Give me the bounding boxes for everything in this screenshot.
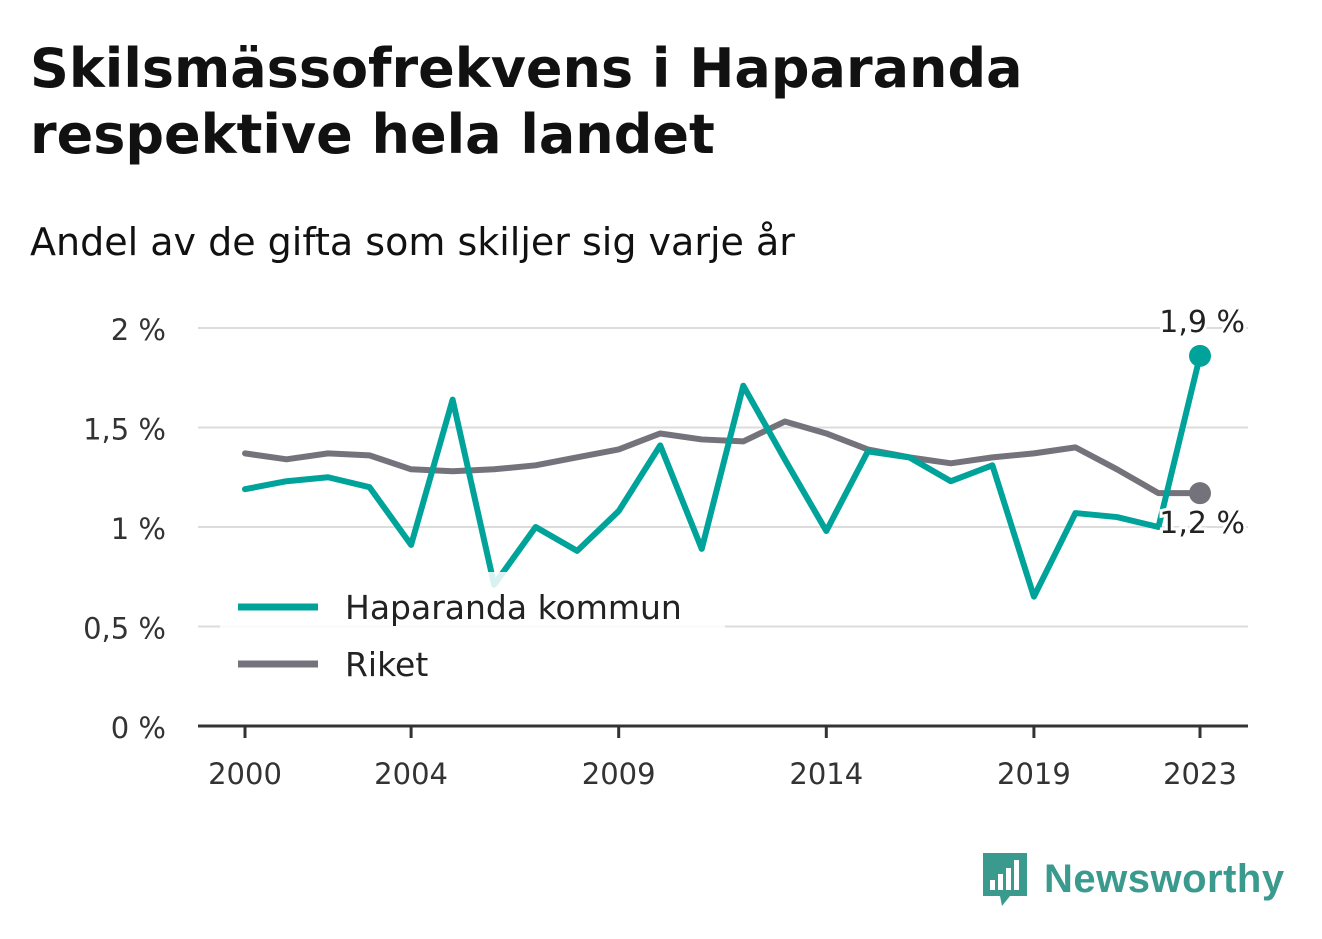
x-tick-label: 2009 (582, 757, 656, 791)
y-tick-label: 0 % (111, 711, 166, 745)
x-tick-label: 2014 (789, 757, 863, 791)
end-value-label: 1,9 % (1159, 305, 1245, 340)
legend-label: Riket (345, 645, 428, 684)
series-line-riket (242, 418, 1203, 497)
x-tick-label: 2019 (997, 757, 1071, 791)
legend-label: Haparanda kommun (345, 588, 682, 627)
y-tick-label: 1,5 % (83, 413, 166, 447)
y-tick-label: 1 % (111, 512, 166, 546)
legend-background (220, 572, 725, 628)
brand-name: Newsworthy (1044, 856, 1285, 901)
bar-chart-logo-icon (983, 853, 1027, 906)
chart-title: Skilsmässofrekvens i Haparanda respektiv… (30, 37, 1023, 166)
chart-subtitle: Andel av de gifta som skiljer sig varje … (30, 220, 795, 264)
x-tick-label: 2023 (1163, 757, 1237, 791)
newsworthy-logo: Newsworthy (980, 850, 1285, 908)
end-point-marker (1189, 344, 1211, 367)
series-line-haparanda (242, 352, 1203, 600)
y-tick-label: 0,5 % (83, 612, 166, 646)
x-tick-label: 2000 (208, 757, 282, 791)
x-tick-label: 2004 (374, 757, 448, 791)
y-tick-label: 2 % (111, 313, 166, 347)
end-point-marker (1189, 482, 1211, 505)
end-value-label: 1,2 % (1159, 506, 1245, 541)
